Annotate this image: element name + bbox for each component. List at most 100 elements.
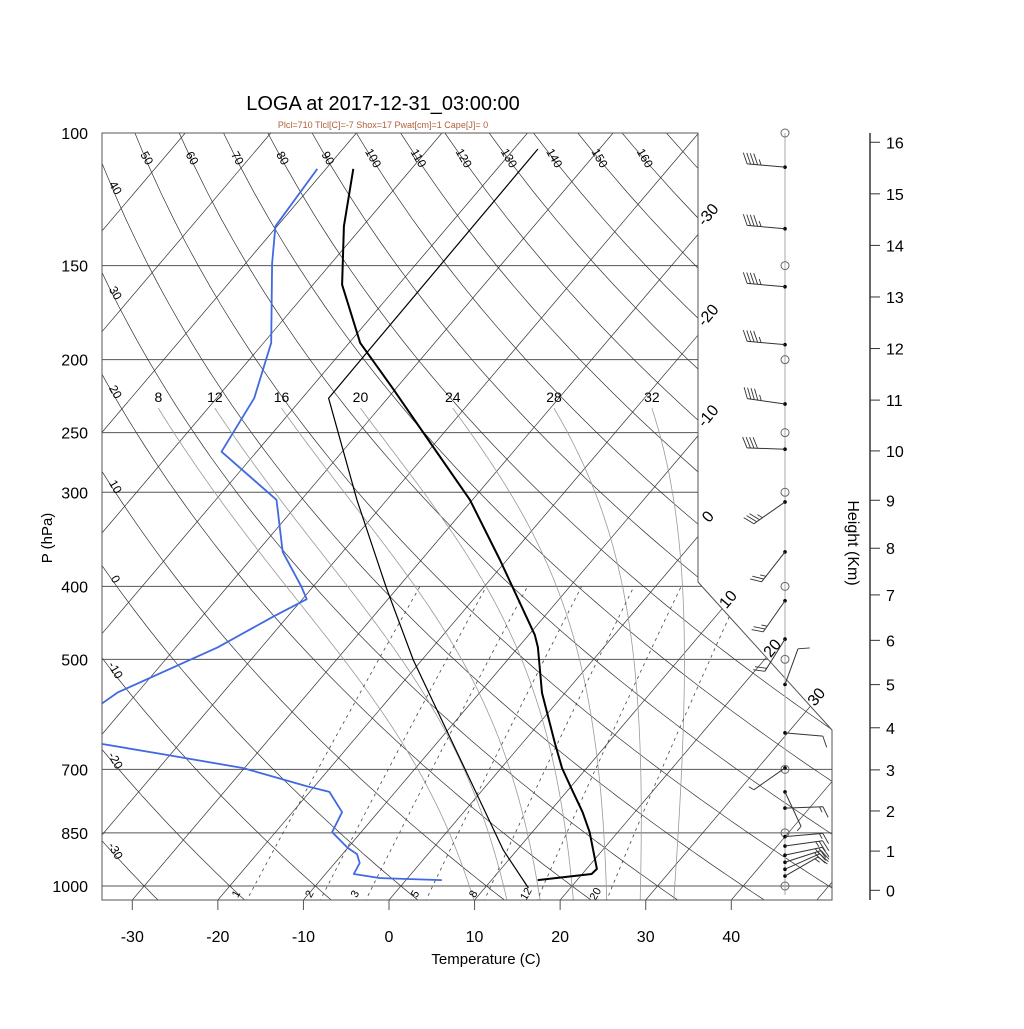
height-tick-label: 14 xyxy=(886,238,904,255)
dry-adiabat-label: 40 xyxy=(106,179,125,198)
dry-adiabat-line xyxy=(799,133,1024,902)
wind-barb-feather xyxy=(754,215,758,226)
wind-barb-staff xyxy=(747,399,785,404)
axes: 1001502002503004005007008501000-30-20-10… xyxy=(52,126,903,946)
pressure-tick-label: 200 xyxy=(61,353,88,370)
wind-barb-feather xyxy=(754,154,758,165)
x-tick-label: -10 xyxy=(292,929,315,946)
wind-barb-feather xyxy=(750,273,754,284)
wind-barb-feather xyxy=(747,153,751,164)
wind-barb-staff xyxy=(785,833,823,836)
wind-barb xyxy=(743,330,786,346)
isotherm-label: -10 xyxy=(695,402,723,431)
isotherm-label: 0 xyxy=(699,508,718,526)
wind-barb-feather xyxy=(751,388,754,399)
dry-adiabat-label: -30 xyxy=(105,840,126,862)
isotherm-label: -30 xyxy=(695,201,723,230)
height-tick-label: 0 xyxy=(886,883,895,900)
dry-adiabat-label: -10 xyxy=(105,659,126,681)
height-tick-label: 4 xyxy=(886,721,895,738)
wind-barb-feather xyxy=(748,388,751,399)
wind-barb-feather xyxy=(743,153,747,164)
mixing-ratio-label: 1 xyxy=(230,889,243,900)
wind-barb-feather xyxy=(759,337,761,343)
wind-barb-feather xyxy=(747,516,757,522)
x-tick-label: 40 xyxy=(722,929,740,946)
wind-barb xyxy=(783,841,829,852)
moist-adiabat-label: 16 xyxy=(274,389,290,405)
wind-barb-staff xyxy=(762,552,785,582)
height-tick-label: 10 xyxy=(886,444,904,461)
wind-barb-staff xyxy=(754,502,785,524)
wind-barb-feather xyxy=(760,575,766,576)
wind-barb-staff xyxy=(785,792,801,826)
wind-barb-feather xyxy=(747,330,751,341)
wind-barb-staff xyxy=(747,164,785,167)
moist-adiabat-line xyxy=(554,408,641,902)
height-tick-label: 1 xyxy=(886,844,895,861)
y-axis-label: P (hPa) xyxy=(39,513,56,564)
wind-barb-staff xyxy=(747,341,785,344)
wind-barb xyxy=(743,437,787,451)
wind-barb xyxy=(750,550,787,582)
dry-adiabat-line xyxy=(268,133,1024,902)
wind-barb-feather xyxy=(823,736,827,747)
height-tick-label: 7 xyxy=(886,588,895,605)
wind-barb xyxy=(752,599,787,632)
dry-adiabat-label: 160 xyxy=(634,146,656,171)
dry-adiabat-label: 50 xyxy=(137,149,156,168)
wind-barb-staff xyxy=(785,733,823,736)
dry-adiabat-line xyxy=(356,133,1024,902)
chart-title: LOGA at 2017-12-31_03:00:00 xyxy=(246,93,520,115)
isotherm-line xyxy=(216,133,870,902)
wind-barb-staff xyxy=(747,225,785,228)
moist-adiabat-label: 12 xyxy=(207,389,223,405)
height-tick-label: 9 xyxy=(886,493,895,510)
plot-frame xyxy=(102,133,832,900)
height-tick-label: 8 xyxy=(886,541,895,558)
wind-barb xyxy=(783,790,801,831)
pressure-tick-label: 850 xyxy=(61,826,88,843)
wind-barb-feather xyxy=(755,389,758,400)
wind-barb-feather xyxy=(752,576,763,579)
wind-barb-staff xyxy=(747,283,785,286)
wind-barb-feather xyxy=(750,153,754,164)
dry-adiabat-label: 10 xyxy=(106,477,125,496)
wind-barb-feather xyxy=(816,842,819,847)
moist-adiabat-label: 32 xyxy=(644,389,660,405)
wind-barb-feather xyxy=(798,648,810,649)
mixing-ratio-label: 8 xyxy=(467,889,480,900)
dry-adiabat-line xyxy=(312,133,1024,902)
dry-adiabat-line xyxy=(844,133,1024,902)
dry-adiabat-line xyxy=(0,133,73,902)
wind-barb xyxy=(783,833,828,843)
isotherm-line xyxy=(0,133,442,902)
height-tick-label: 5 xyxy=(886,678,895,695)
wind-barb-feather xyxy=(750,579,761,582)
height-tick-label: 13 xyxy=(886,290,904,307)
pressure-tick-label: 1000 xyxy=(52,879,88,896)
dry-adiabat-label: 110 xyxy=(408,146,430,170)
wind-barb-feather xyxy=(759,221,761,227)
x-axis-label: Temperature (C) xyxy=(431,951,540,968)
mixing-ratio-label: 5 xyxy=(409,889,422,900)
parcel-path-line xyxy=(329,149,538,888)
dry-adiabat-label: -20 xyxy=(105,750,126,772)
dry-adiabat-line xyxy=(0,133,507,902)
isotherm-line xyxy=(131,133,785,902)
isotherm-line xyxy=(901,133,1024,902)
pressure-tick-label: 250 xyxy=(61,426,88,443)
wind-barb-staff xyxy=(763,601,785,632)
pressure-tick-label: 500 xyxy=(61,652,88,669)
wind-barb xyxy=(743,214,786,230)
x-tick-label: 30 xyxy=(637,929,655,946)
dry-adiabat-label: 100 xyxy=(362,146,384,171)
moist-adiabat-line xyxy=(215,408,508,902)
wind-barb-feather xyxy=(750,331,754,342)
chart-subtitle: Plcl=710 Tlcl[C]=-7 Shox=17 Pwat[cm]=1 C… xyxy=(278,120,488,130)
mixing-ratio-line xyxy=(246,586,420,902)
height-tick-label: 12 xyxy=(886,342,904,359)
wind-barb-feather xyxy=(819,807,822,812)
wind-barb-feather xyxy=(818,857,828,864)
